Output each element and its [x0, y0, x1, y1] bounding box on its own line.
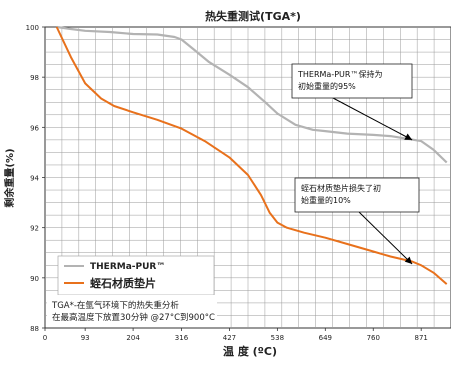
- x-tick-label: 0: [43, 334, 47, 342]
- legend-label-vermiculite: 蛭石材质垫片: [90, 276, 156, 290]
- annotation-text: 始重量的10%: [301, 195, 351, 205]
- y-tick-label: 98: [30, 74, 39, 82]
- x-tick-label: 427: [223, 334, 236, 342]
- annotation-text: THERMa-PUR™保持为: [297, 69, 382, 79]
- y-tick-label: 88: [30, 325, 39, 333]
- y-tick-label: 96: [30, 124, 39, 132]
- x-tick-label: 760: [367, 334, 380, 342]
- annotation-arrowhead: [404, 256, 413, 264]
- x-axis-label: 温 度 (ºC): [223, 344, 277, 358]
- x-tick-label: 538: [271, 334, 284, 342]
- annotation-text: 蛭石材质垫片损失了初: [301, 183, 381, 193]
- y-tick-label: 92: [30, 225, 39, 233]
- x-tick-label: 93: [81, 334, 90, 342]
- annotation-box: [291, 63, 413, 99]
- legend: THERMa-PUR™ 蛭石材质垫片: [57, 255, 215, 296]
- y-axis-label: 剩余重量(%): [3, 148, 16, 207]
- series-line-therma-pur: [56, 25, 448, 164]
- x-tick-label: 316: [175, 334, 189, 342]
- x-tick-label: 204: [126, 334, 140, 342]
- y-tick-label: 90: [30, 275, 39, 283]
- chart-title: 热失重测试(TGA*): [205, 9, 301, 23]
- x-tick-label: 871: [415, 334, 428, 342]
- annotation-box: [294, 177, 420, 213]
- series-line-vermiculite: [55, 26, 448, 285]
- y-tick-label: 100: [26, 24, 39, 32]
- x-tick-label: 649: [319, 334, 332, 342]
- annotation-arrow-line: [358, 211, 413, 265]
- footnote-line-2: 在最高温度下放置30分钟 @27°C到900°C: [52, 312, 215, 323]
- annotation-text: 初始重量的95%: [298, 81, 356, 91]
- y-tick-label: 94: [30, 175, 39, 183]
- footnote-line-1: TGA*-在氩气环境下的热失重分析: [51, 300, 179, 311]
- footnote: TGA*-在氩气环境下的热失重分析 在最高温度下放置30分钟 @27°C到900…: [47, 295, 217, 327]
- annotation-arrow-line: [332, 97, 413, 141]
- annotation-arrowhead: [404, 133, 413, 140]
- legend-label-therma: THERMa-PUR™: [90, 262, 165, 272]
